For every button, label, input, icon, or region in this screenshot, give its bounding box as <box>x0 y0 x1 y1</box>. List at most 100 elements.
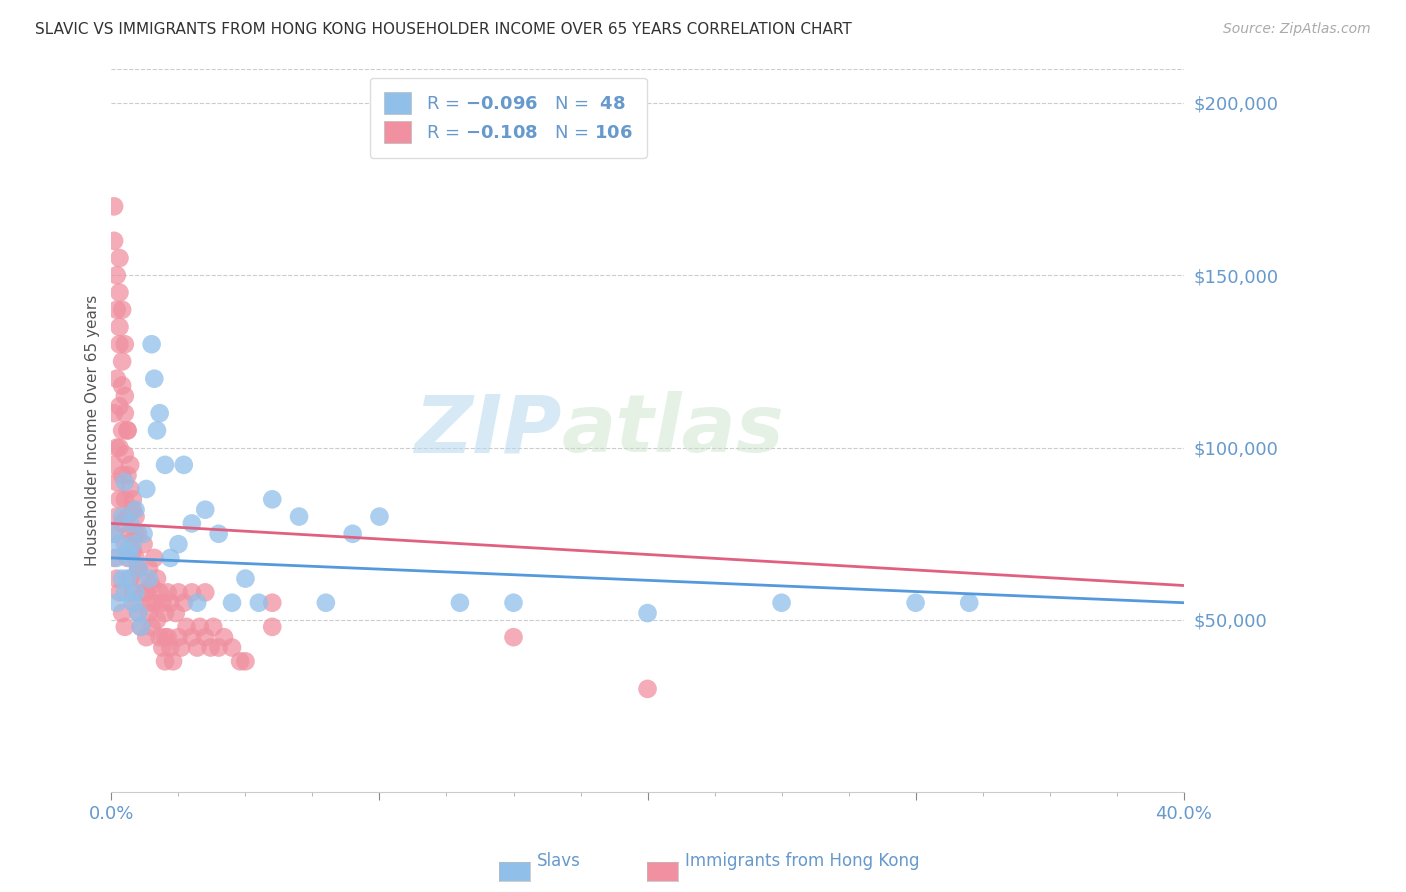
Point <box>120 572 142 586</box>
Point <box>111 354 134 368</box>
Point <box>149 585 172 599</box>
Point <box>120 550 142 565</box>
Point <box>180 516 202 531</box>
Point <box>132 537 155 551</box>
Point <box>105 572 128 586</box>
Point <box>114 492 136 507</box>
Text: ZIP: ZIP <box>415 392 562 469</box>
Point <box>120 482 142 496</box>
Point <box>146 613 169 627</box>
Point <box>114 475 136 489</box>
Point <box>150 640 173 655</box>
Point <box>165 606 187 620</box>
Point <box>146 424 169 438</box>
Point <box>121 537 143 551</box>
Point <box>108 399 131 413</box>
Point <box>129 620 152 634</box>
Point <box>127 561 149 575</box>
Point <box>770 596 793 610</box>
Point <box>105 441 128 455</box>
Point <box>105 550 128 565</box>
Point <box>121 502 143 516</box>
Point <box>235 654 257 668</box>
Point <box>121 596 143 610</box>
Point <box>132 526 155 541</box>
Point <box>262 492 284 507</box>
Point <box>114 389 136 403</box>
Point <box>159 550 181 565</box>
Point <box>221 596 243 610</box>
Point <box>121 544 143 558</box>
Point <box>146 572 169 586</box>
Point <box>114 537 136 551</box>
Point <box>127 561 149 575</box>
Point <box>262 620 284 634</box>
Point <box>202 620 225 634</box>
Point <box>138 606 160 620</box>
Point <box>108 285 131 300</box>
Point <box>108 537 131 551</box>
Point <box>103 234 125 248</box>
Point <box>111 302 134 317</box>
Point <box>156 585 179 599</box>
Point <box>105 302 128 317</box>
Point <box>108 492 131 507</box>
Point <box>120 516 142 531</box>
Point <box>124 585 146 599</box>
Point <box>108 337 131 351</box>
Point <box>149 406 172 420</box>
Point <box>120 526 142 541</box>
Point <box>114 337 136 351</box>
Point <box>170 640 193 655</box>
Point <box>502 596 524 610</box>
Point <box>167 585 190 599</box>
Point <box>153 630 176 644</box>
Point <box>111 424 134 438</box>
Point <box>143 550 166 565</box>
Point <box>186 596 208 610</box>
Point <box>111 468 134 483</box>
Point <box>117 544 139 558</box>
Point <box>129 620 152 634</box>
Point <box>153 606 176 620</box>
Point <box>194 585 217 599</box>
Point <box>111 509 134 524</box>
Point <box>103 406 125 420</box>
Point <box>111 378 134 392</box>
Point <box>138 561 160 575</box>
Point <box>180 585 202 599</box>
Point <box>262 596 284 610</box>
Point <box>117 572 139 586</box>
Point <box>212 630 235 644</box>
Point <box>124 526 146 541</box>
Point <box>114 585 136 599</box>
Point <box>194 630 217 644</box>
Point <box>103 199 125 213</box>
Point <box>153 654 176 668</box>
Point <box>288 509 311 524</box>
Point <box>127 561 149 575</box>
Point <box>121 492 143 507</box>
Point <box>176 620 198 634</box>
Text: atlas: atlas <box>562 392 785 469</box>
Point <box>208 526 231 541</box>
Point <box>141 620 163 634</box>
Point <box>117 424 139 438</box>
Point <box>108 320 131 334</box>
Point <box>127 606 149 620</box>
Point <box>105 475 128 489</box>
Point <box>173 458 195 472</box>
Point <box>162 654 184 668</box>
Point <box>141 578 163 592</box>
Point <box>637 606 659 620</box>
Point <box>124 502 146 516</box>
Point <box>247 596 270 610</box>
Point <box>103 550 125 565</box>
Point <box>105 509 128 524</box>
Point <box>173 596 195 610</box>
Point <box>141 596 163 610</box>
Point <box>221 640 243 655</box>
Point <box>108 441 131 455</box>
Point <box>143 596 166 610</box>
Point <box>449 596 471 610</box>
